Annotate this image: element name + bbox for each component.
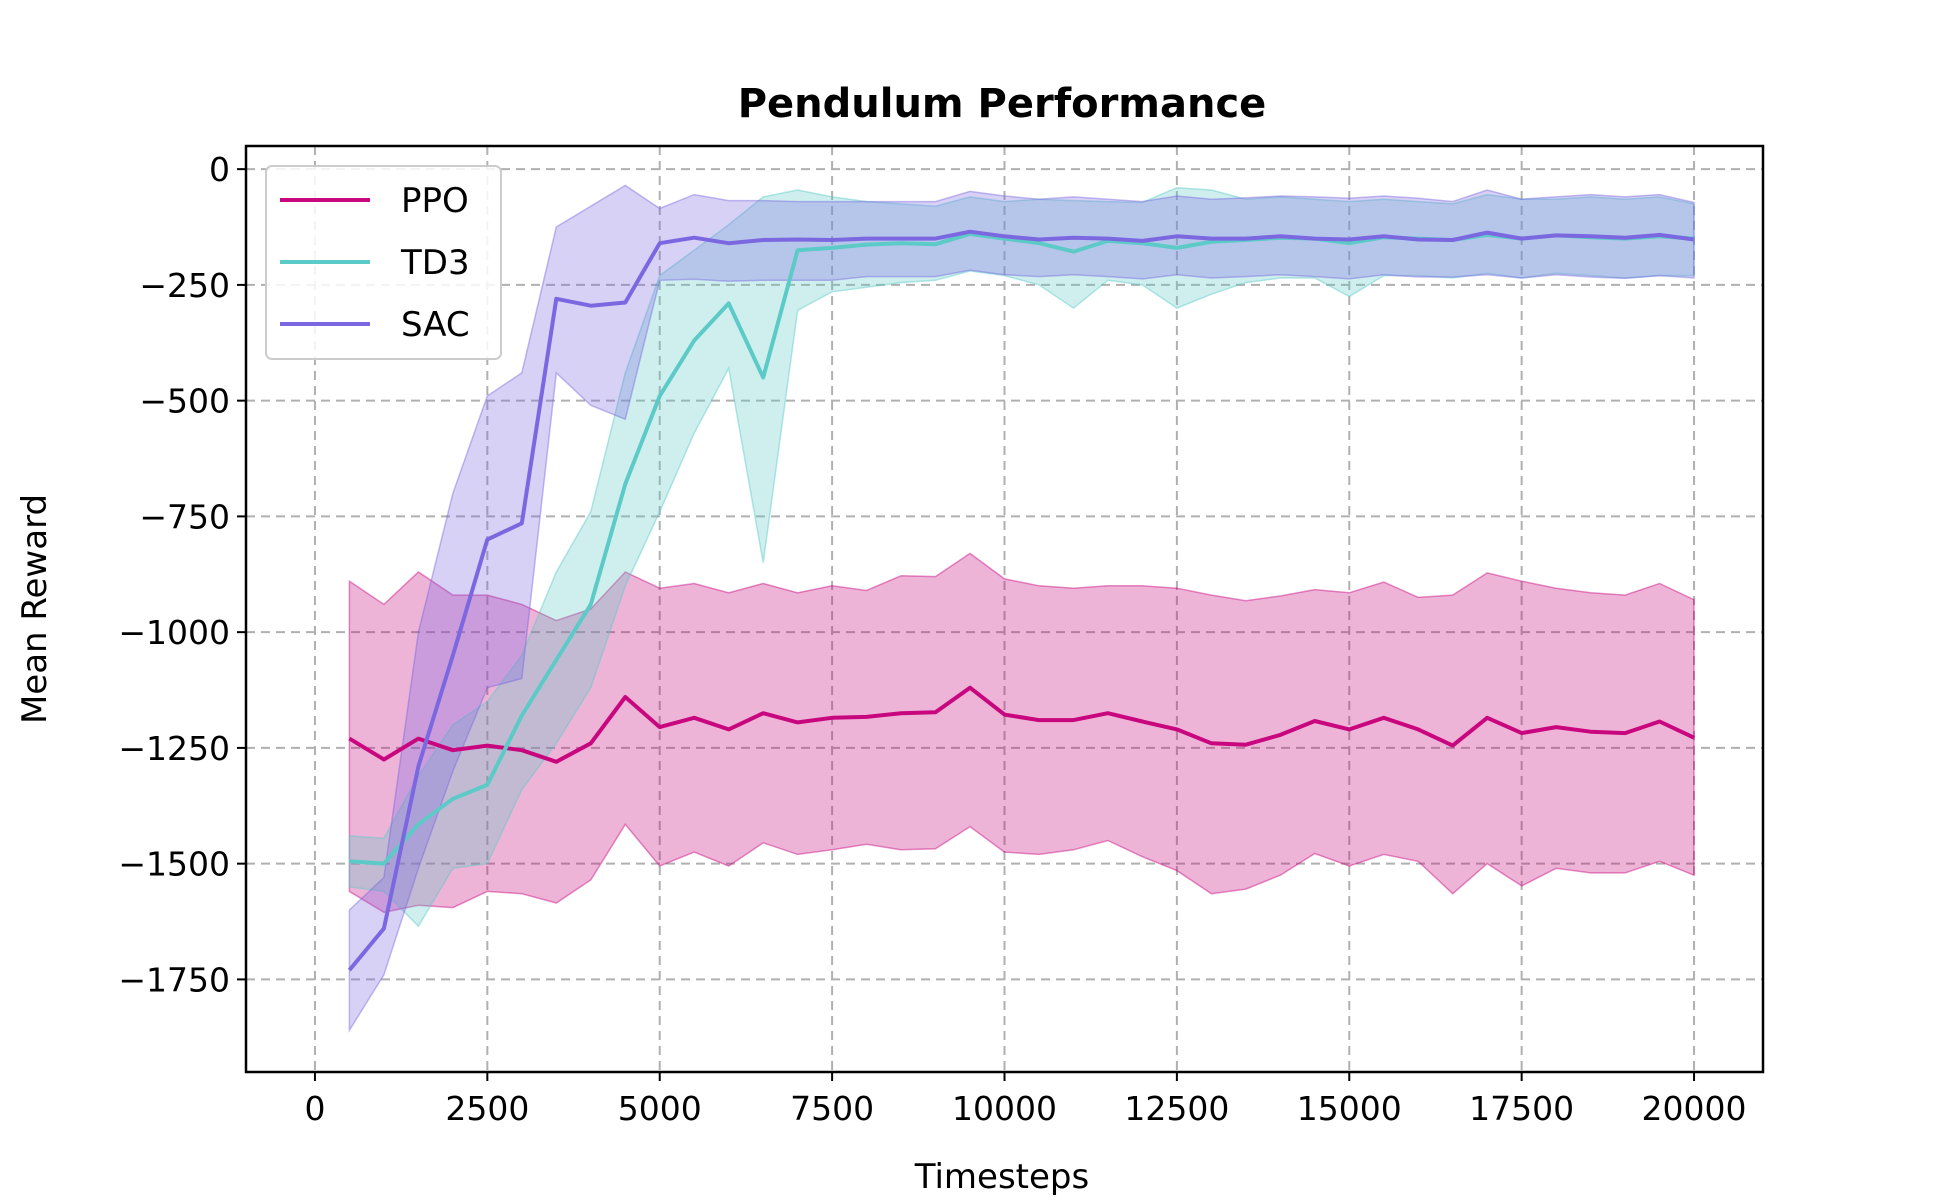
x-tick-label: 12500 (1124, 1089, 1229, 1128)
legend-label-sac: SAC (401, 305, 470, 345)
y-axis-label: Mean Reward (15, 494, 55, 724)
y-tick-label: −750 (139, 497, 230, 536)
legend: PPO TD3 SAC (265, 165, 502, 360)
td3-band (348, 186, 1695, 928)
y-tick-label: −1000 (118, 613, 230, 652)
legend-label-ppo: PPO (401, 181, 469, 221)
y-tick-label: −1250 (118, 729, 230, 768)
chart-title: Pendulum Performance (738, 81, 1267, 127)
y-tick-label: −250 (139, 266, 230, 305)
x-tick-label: 20000 (1642, 1089, 1747, 1128)
y-tick-label: −1750 (118, 960, 230, 999)
legend-box (265, 165, 502, 360)
series-lines (347, 229, 1695, 972)
x-tick-label: 7500 (790, 1089, 874, 1128)
sac-band (348, 184, 1695, 1033)
y-tick-label: −1500 (118, 845, 230, 884)
axis-ticks: 0 2500 5000 7500 10000 12500 15000 17500 20000 0 −… (118, 150, 1746, 1128)
x-tick-label: 15000 (1297, 1089, 1402, 1128)
x-axis-label: Timesteps (914, 1157, 1089, 1197)
y-tick-label: 0 (209, 150, 230, 189)
y-tick-label: −500 (139, 382, 230, 421)
ppo-line (348, 685, 1695, 764)
grid (246, 146, 1763, 1072)
sac-line (347, 229, 1695, 972)
x-tick-label: 0 (304, 1089, 325, 1128)
legend-label-td3: TD3 (400, 243, 470, 283)
ppo-band (348, 552, 1695, 914)
x-tick-label: 5000 (618, 1089, 702, 1128)
x-tick-label: 10000 (952, 1089, 1057, 1128)
x-tick-label: 17500 (1469, 1089, 1574, 1128)
x-tick-label: 2500 (445, 1089, 529, 1128)
confidence-bands (348, 184, 1695, 1033)
